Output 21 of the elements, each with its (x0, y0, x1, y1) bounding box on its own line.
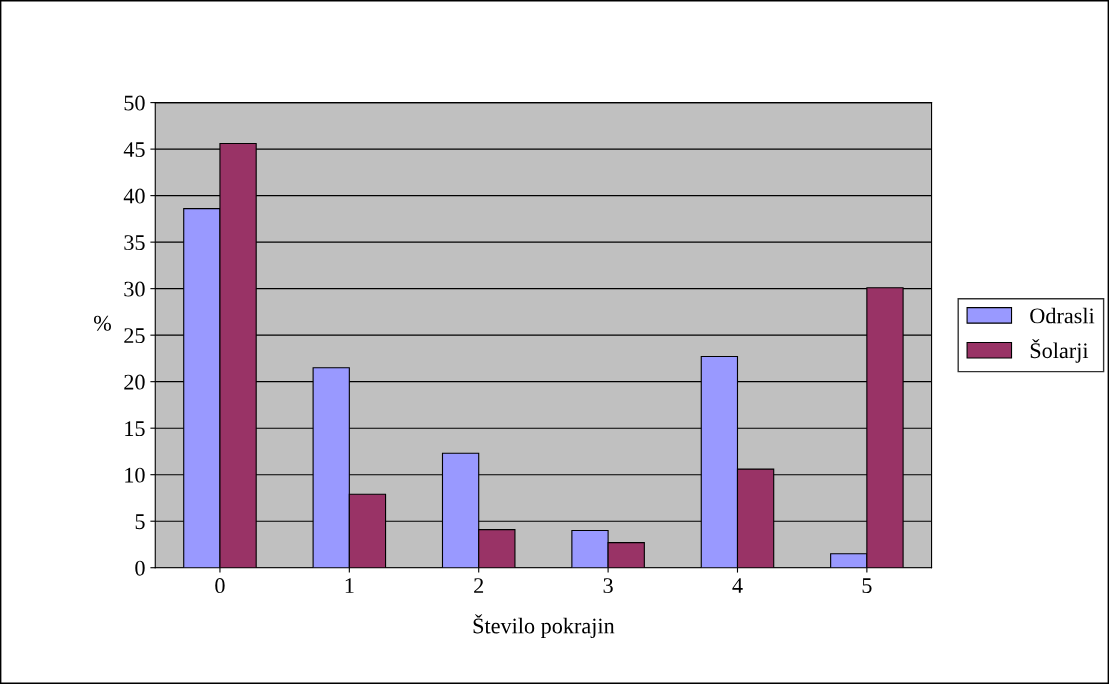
y-tick-label: 40 (123, 188, 145, 204)
x-tick-label: 0 (215, 578, 225, 594)
y-axis-title: % (93, 315, 111, 331)
y-tick-label: 10 (125, 467, 145, 483)
legend-label: Odrasli (1030, 307, 1095, 324)
x-tick-label: 4 (732, 578, 743, 593)
y-tick-label: 20 (124, 374, 145, 390)
y-tick-label: 30 (124, 281, 145, 297)
y-tick-label: 15 (125, 421, 145, 437)
y-tick-label: 25 (124, 328, 145, 344)
x-tick-label: 3 (603, 578, 613, 594)
x-tick-label: 5 (862, 578, 872, 594)
x-tick-label: 2 (474, 578, 484, 593)
y-tick-label: 5 (135, 514, 145, 530)
y-tick-label: 35 (124, 235, 145, 251)
x-tick-label: 1 (345, 578, 354, 593)
y-tick-label: 0 (135, 560, 145, 576)
y-tick-label: 45 (123, 142, 145, 158)
legend-label: Šolarji (1030, 338, 1089, 363)
x-axis-title: Število pokrajin (473, 614, 615, 639)
y-tick-label: 50 (124, 95, 145, 111)
